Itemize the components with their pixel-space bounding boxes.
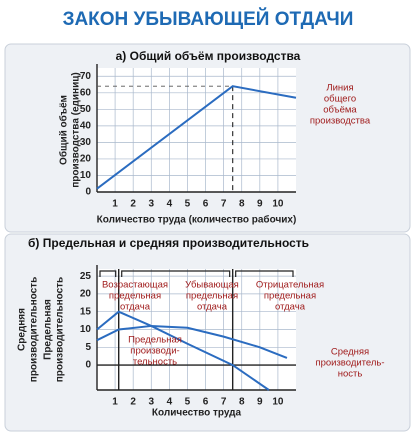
series-label: Средняя [331,347,369,358]
zone-label: отдача [120,302,151,313]
series-label: производства [310,116,371,127]
series-label: Предельная [128,335,182,346]
y-axis-label: производительность [55,277,66,382]
x-axis-label: Количество труда [152,408,242,419]
y-tick-label: 5 [85,342,91,353]
series-label: объёма [323,105,357,116]
zone-bracket [99,270,117,277]
x-axis-label: Количество труда (количество рабочих) [97,214,297,226]
x-tick-label: 3 [148,199,154,210]
y-tick-label: 30 [80,137,92,148]
x-tick-label: 10 [272,397,284,408]
y-axis-label: Предельная [43,299,54,360]
y-tick-label: 40 [80,121,92,132]
y-axis-label: производительность [29,277,40,382]
x-tick-label: 6 [203,199,209,210]
zone-label: Возрастающая [102,280,168,291]
y-tick-label: 0 [85,187,91,198]
x-tick-label: 5 [185,199,191,210]
y-tick-label: 20 [80,154,92,165]
series-label: тельность [133,357,177,368]
x-tick-label: 6 [203,397,209,408]
y-axis-label: производства (единиц) [71,72,82,187]
zone-bracket [121,270,231,277]
chart-title: а) Общий объём производства [116,49,301,63]
x-tick-label: 7 [221,397,227,408]
x-tick-label: 9 [257,199,263,210]
plot-area [97,68,296,192]
series-label: производитель- [315,358,384,369]
y-tick-label: 20 [80,289,92,300]
zone-bracket [235,270,294,277]
zone-label: предельная [264,291,316,302]
series-line [96,310,270,391]
y-tick-label: 10 [80,324,92,335]
x-tick-label: 1 [112,397,118,408]
x-tick-label: 4 [167,397,173,408]
series-line [96,85,297,190]
zone-label: предельная [186,291,238,302]
series-label: общего [324,94,356,105]
y-tick-label: 70 [80,71,92,82]
x-tick-label: 4 [167,199,173,210]
y-axis-label: Средняя [17,308,28,351]
series-line [96,324,288,359]
zone-label: отдача [275,302,306,313]
zone-label: Убывающая [185,280,239,291]
y-tick-label: 0 [85,360,91,371]
chart-title: б) Предельная и средняя производительнос… [28,236,309,250]
zone-label: отдача [197,302,228,313]
y-tick-label: 15 [80,306,92,317]
x-tick-label: 9 [257,397,263,408]
x-tick-label: 2 [130,397,136,408]
x-tick-label: 2 [130,199,136,210]
x-tick-label: 8 [239,199,245,210]
y-tick-label: 60 [80,87,92,98]
y-axis-label: Общий объём [58,95,70,165]
y-tick-label: 10 [80,170,92,181]
x-tick-label: 7 [221,199,227,210]
x-tick-label: 10 [272,199,284,210]
series-label: ность [338,369,363,380]
x-tick-label: 1 [112,199,118,210]
series-label: производи- [130,346,179,357]
y-tick-label: 25 [80,271,92,282]
series-label: Линия [326,83,353,94]
zone-label: предельная [109,291,161,302]
x-tick-label: 5 [185,397,191,408]
x-tick-label: 3 [148,397,154,408]
zone-label: Отрицательная [256,280,324,291]
x-tick-label: 8 [239,397,245,408]
y-tick-label: 50 [80,104,92,115]
page-title: ЗАКОН УБЫВАЮЩЕЙ ОТДАЧИ [63,8,354,30]
